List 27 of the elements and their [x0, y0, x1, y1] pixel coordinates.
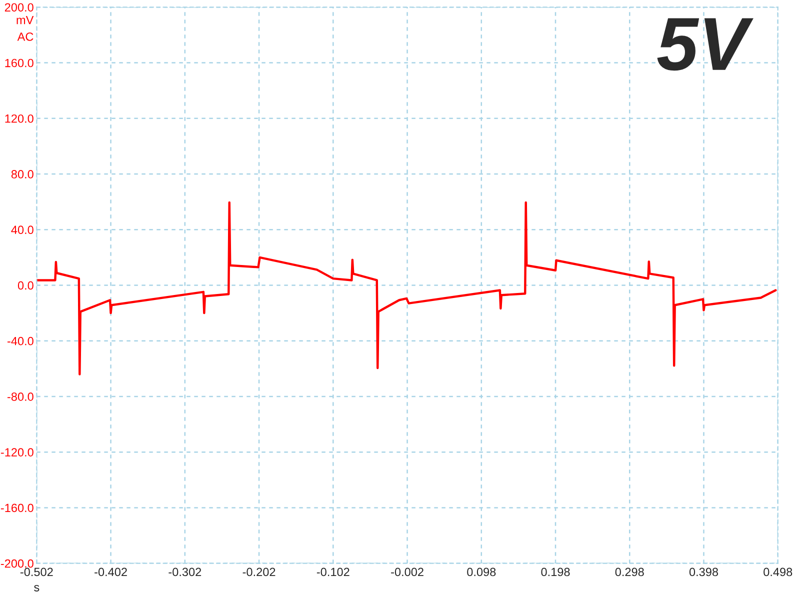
y-tick-label: 200.0 — [4, 3, 34, 12]
x-tick-label: 0.498 — [764, 568, 792, 576]
x-tick-label: -0.502 — [20, 568, 53, 576]
x-tick-label: 0.398 — [689, 568, 718, 576]
x-tick-label: 0.198 — [541, 568, 570, 576]
text: AC — [17, 32, 34, 41]
y-axis-title: mV — [16, 16, 34, 24]
x-tick-label: -0.102 — [316, 568, 350, 576]
y-tick-label: 40.0 — [11, 226, 34, 234]
x-tick-label: 0.098 — [467, 568, 496, 576]
y-tick-label: -40.0 — [8, 336, 34, 346]
y-tick-label: 120.0 — [5, 114, 34, 123]
x-tick-label: -0.402 — [94, 568, 127, 576]
x-tick-label: -0.202 — [242, 568, 276, 576]
y-tick-label: 0.0 — [18, 281, 34, 290]
x-axis-title: s — [34, 585, 40, 592]
x-tick-label: 0.298 — [615, 568, 644, 576]
y-tick-label: -200.0 — [0, 559, 34, 568]
x-tick-label: -0.002 — [391, 568, 424, 576]
y-tick-label: -160.0 — [0, 504, 34, 512]
x-tick-label: -0.302 — [168, 568, 202, 576]
y-tick-label: -120.0 — [0, 448, 34, 456]
line-series — [36, 201, 777, 376]
y-tick-label: -80.0 — [8, 392, 34, 401]
y-tick-label: 80.0 — [11, 170, 34, 178]
annotation: 5V — [657, 18, 754, 71]
y-tick-label: 160.0 — [5, 58, 34, 68]
